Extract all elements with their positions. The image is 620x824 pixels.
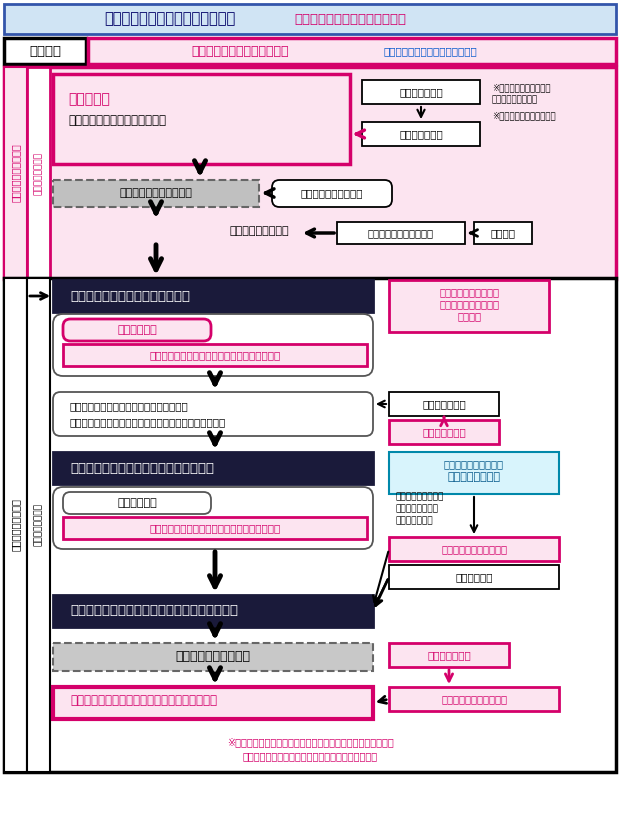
Bar (389, 420, 499, 444)
Text: 環境大臣の意見等: 環境大臣の意見等 (448, 472, 500, 482)
Bar (63, 517, 367, 539)
Bar (389, 687, 559, 711)
Bar (4, 67, 27, 279)
Text: 計画段階配慮事項の検討の結果: 計画段階配慮事項の検討の結果 (68, 114, 166, 127)
Bar (337, 222, 465, 244)
Text: 説明会の開催: 説明会の開催 (117, 325, 157, 335)
Text: 政令で定める市から事業者への直接の意見提出: 政令で定める市から事業者への直接の意見提出 (149, 350, 281, 360)
Text: 説明会の開催: 説明会の開催 (117, 498, 157, 508)
Text: ※第２種事業については: ※第２種事業については (492, 83, 551, 92)
Text: 【準備書】環境アセスメント結果の公表: 【準備書】環境アセスメント結果の公表 (70, 461, 214, 475)
Text: 主務大臣の意見: 主務大臣の意見 (422, 399, 466, 409)
Text: 【報告書】環境保全措置等の結果の報告・公表: 【報告書】環境保全措置等の結果の報告・公表 (70, 695, 217, 708)
Text: 免許等を行う者等の意見: 免許等を行う者等の意見 (441, 694, 507, 704)
Bar (389, 392, 499, 416)
Text: 【評価書】環境アセスメント結果の修正・確定: 【評価書】環境アセスメント結果の修正・確定 (70, 605, 238, 617)
Text: （学識経験者の活用）: （学識経験者の活用） (444, 459, 504, 469)
Text: 【方法書】評価項目・手法の選定: 【方法書】評価項目・手法の選定 (70, 289, 190, 302)
Bar (53, 687, 373, 719)
Text: 上記以外に関する改正事項：公布後１年以内に施行: 上記以外に関する改正事項：公布後１年以内に施行 (242, 751, 378, 761)
Text: （赤字・赤矢印が法改正事項）: （赤字・赤矢印が法改正事項） (294, 12, 406, 26)
FancyBboxPatch shape (63, 319, 211, 341)
Text: 環境大臣に助言を: 環境大臣に助言を (395, 504, 438, 513)
Bar (27, 67, 50, 279)
Text: 【配慮書】: 【配慮書】 (68, 92, 110, 106)
Bar (362, 122, 480, 146)
Bar (63, 344, 367, 366)
Text: 方法書、準備書及び評: 方法書、準備書及び評 (439, 287, 499, 297)
Bar (389, 537, 559, 561)
Bar (53, 595, 373, 627)
Text: 住民・知事等意見: 住民・知事等意見 (34, 152, 43, 194)
Text: ※　配慮書、報告書に関する改正事項：公布後２年以内に施行: ※ 配慮書、報告書に関する改正事項：公布後２年以内に施行 (227, 737, 393, 747)
Bar (53, 452, 373, 484)
Bar (53, 280, 373, 312)
Text: 環境大臣の意見: 環境大臣の意見 (399, 87, 443, 97)
Bar (389, 280, 549, 332)
Bar (389, 643, 509, 667)
Text: 意見を述べる場合、: 意見を述べる場合、 (395, 493, 443, 502)
Bar (88, 38, 616, 64)
Text: 交付金事業を対象事業に追加: 交付金事業を対象事業に追加 (191, 44, 289, 58)
Text: スクリーニング手続: スクリーニング手続 (230, 226, 290, 236)
Text: 許認可等・事業の実施: 許認可等・事業の実施 (175, 650, 250, 663)
FancyBboxPatch shape (53, 392, 373, 436)
Bar (4, 278, 616, 772)
Bar (4, 278, 27, 772)
Bar (474, 222, 532, 244)
Text: 価書について電子縦覧: 価書について電子縦覧 (439, 299, 499, 309)
Text: 対象事業に係る計画策定: 対象事業に係る計画策定 (120, 188, 192, 198)
Bar (389, 452, 559, 494)
Bar (4, 67, 616, 279)
Text: 事業者が任意に実施: 事業者が任意に実施 (492, 96, 538, 105)
Text: 事業実施段階前の手続: 事業実施段階前の手続 (11, 143, 20, 203)
Text: 地方公共団体: 地方公共団体 (455, 572, 493, 582)
Text: 環境大臣の意見: 環境大臣の意見 (422, 427, 466, 437)
Bar (53, 74, 350, 164)
Text: 環境大臣の意見: 環境大臣の意見 (427, 650, 471, 660)
Bar (389, 565, 559, 589)
Text: 主務大臣の意見: 主務大臣の意見 (399, 129, 443, 139)
Bar (53, 180, 259, 207)
Text: 住民・知事等意見: 住民・知事等意見 (34, 503, 43, 546)
Text: 配慮書の内容等を考慮: 配慮書の内容等を考慮 (301, 188, 363, 198)
FancyBboxPatch shape (53, 487, 373, 549)
Text: 評価項目、調査・予測及び評価手法の選定: 評価項目、調査・予測及び評価手法の選定 (70, 401, 188, 411)
Text: 知事意見: 知事意見 (490, 228, 515, 238)
Text: の義務化: の義務化 (457, 311, 481, 321)
Text: 免許等を行う者等の意見: 免許等を行う者等の意見 (441, 544, 507, 554)
Text: ※災害等に準じる特例規定: ※災害等に準じる特例規定 (492, 111, 556, 120)
Bar (4, 38, 86, 64)
Bar (53, 643, 373, 671)
Text: 事業実施段階の手続: 事業実施段階の手続 (11, 499, 20, 551)
Text: 政令で定める市から事業者への直接の意見提出: 政令で定める市から事業者への直接の意見提出 (149, 523, 281, 533)
Bar (27, 278, 50, 772)
Text: 環境影響評価法　改正後のフロー: 環境影響評価法 改正後のフロー (104, 12, 236, 26)
Text: （政令改正：風力発電所を追加）: （政令改正：風力発電所を追加） (383, 46, 477, 56)
Text: 対象事業: 対象事業 (29, 44, 61, 58)
FancyBboxPatch shape (53, 314, 373, 376)
Bar (4, 4, 616, 34)
Bar (362, 80, 480, 104)
Text: 免許等を行う者等が判定: 免許等を行う者等が判定 (368, 228, 434, 238)
Text: 調査・予測・評価の結果に基づき、環境保全措置を検討: 調査・予測・評価の結果に基づき、環境保全措置を検討 (70, 417, 226, 427)
FancyBboxPatch shape (272, 180, 392, 207)
Text: 求めるよう努力: 求めるよう努力 (395, 517, 433, 526)
FancyBboxPatch shape (63, 492, 211, 514)
